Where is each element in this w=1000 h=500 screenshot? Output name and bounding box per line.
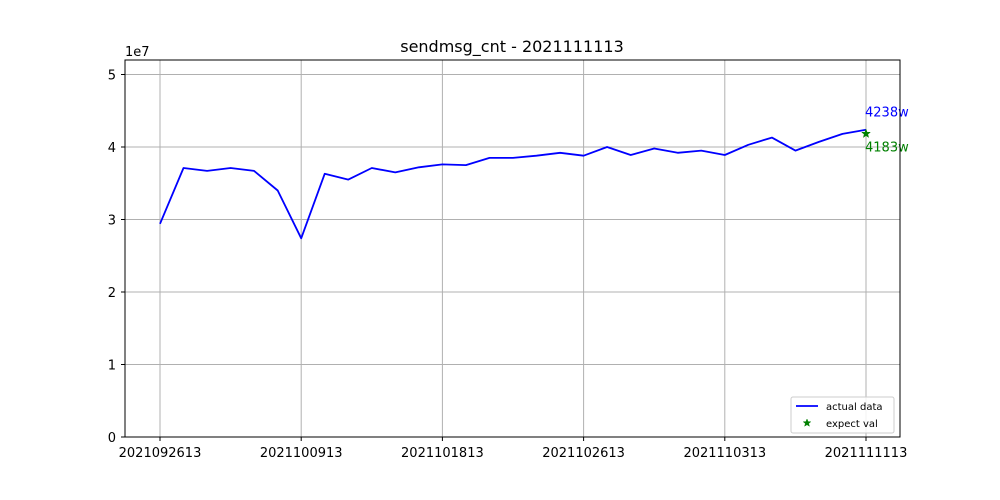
y-tick-label: 2: [108, 286, 116, 301]
y-axis-offset-label: 1e7: [125, 45, 150, 60]
y-tick-label: 4: [108, 141, 116, 156]
x-tick-label: 2021092613: [119, 446, 202, 461]
expect-val-marker: [861, 128, 871, 138]
expect-value-annotation: 4183w: [865, 141, 909, 156]
y-tick-label: 3: [108, 214, 116, 229]
x-tick-label: 2021111113: [825, 446, 908, 461]
chart-title: sendmsg_cnt - 2021111113: [400, 37, 624, 57]
y-tick-label: 1: [108, 359, 116, 374]
legend-expect-swatch: [802, 418, 812, 427]
x-tick-label: 2021102613: [542, 446, 625, 461]
axis-ticks: 2021092613 2021100913 2021101813 2021102613…: [108, 69, 908, 462]
actual-value-annotation: 4238w: [865, 106, 909, 121]
actual-data-line: [159, 128, 867, 240]
grid-lines: [125, 60, 900, 438]
series-layer: [159, 128, 871, 240]
annotations: 4238w 4183w: [865, 106, 909, 156]
x-tick-label: 2021110313: [683, 446, 766, 461]
y-tick-label: 0: [108, 431, 116, 446]
y-tick-label: 5: [108, 69, 116, 84]
legend-expect-label: expect val: [826, 419, 878, 430]
plot-frame: [124, 59, 901, 438]
x-tick-label: 2021100913: [260, 446, 343, 461]
legend-actual-label: actual data: [826, 402, 883, 413]
legend: actual data expect val: [790, 396, 895, 434]
x-tick-label: 2021101813: [401, 446, 484, 461]
